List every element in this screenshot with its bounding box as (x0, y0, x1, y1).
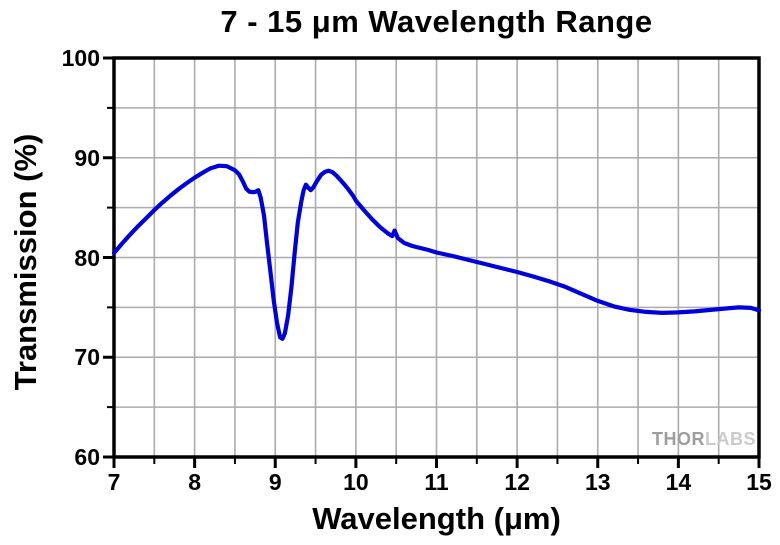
x-tick-label: 8 (188, 469, 202, 495)
x-tick-label: 7 (107, 469, 121, 495)
y-tick-label: 100 (61, 45, 100, 71)
x-tick-label: 14 (665, 469, 692, 495)
y-tick-label: 70 (74, 344, 100, 371)
x-tick-label: 13 (584, 469, 611, 495)
y-tick-label: 90 (74, 144, 100, 171)
watermark-labs-text: LABS (705, 429, 756, 449)
x-tick-label: 12 (504, 469, 530, 495)
watermark-thor-text: THOR (652, 429, 705, 449)
plot-border (112, 56, 761, 459)
x-tick-label: 9 (268, 469, 282, 495)
y-tick-label: 60 (74, 444, 100, 470)
transmission-curve (111, 163, 762, 341)
y-tick-label: 80 (74, 244, 100, 271)
x-tick-label: 15 (746, 469, 772, 495)
x-tick-label: 10 (343, 469, 369, 495)
x-tick-label: 11 (424, 469, 449, 495)
thorlabs-watermark: THORLABS (652, 429, 756, 450)
x-axis-title: Wavelength (μm) (312, 501, 561, 536)
chart-title: 7 - 15 μm Wavelength Range (220, 4, 653, 39)
